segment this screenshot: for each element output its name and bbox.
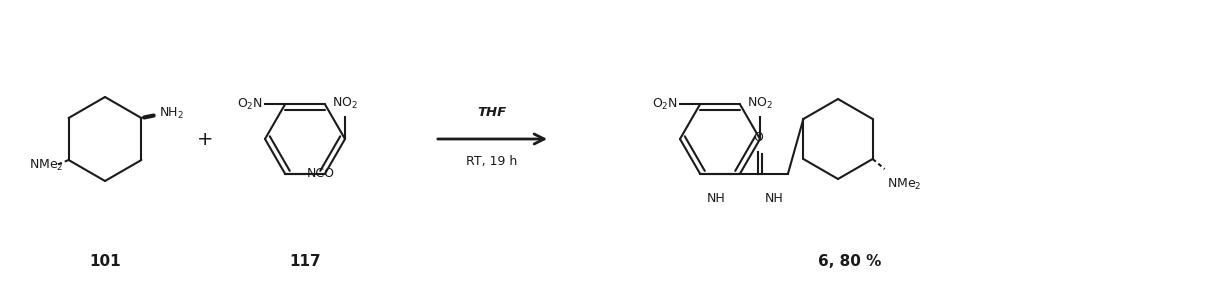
Text: NH: NH bbox=[764, 192, 784, 205]
Text: NO$_2$: NO$_2$ bbox=[747, 96, 773, 111]
Text: NMe$_2$: NMe$_2$ bbox=[887, 177, 921, 192]
Text: 6, 80 %: 6, 80 % bbox=[818, 254, 882, 270]
Text: O$_2$N: O$_2$N bbox=[237, 97, 263, 112]
Text: O: O bbox=[753, 131, 763, 144]
Text: O$_2$N: O$_2$N bbox=[652, 97, 678, 112]
Text: RT, 19 h: RT, 19 h bbox=[466, 156, 517, 168]
Text: NMe$_2$: NMe$_2$ bbox=[29, 157, 64, 173]
Text: NO$_2$: NO$_2$ bbox=[331, 96, 358, 111]
Text: 117: 117 bbox=[289, 254, 320, 270]
Text: THF: THF bbox=[477, 105, 506, 118]
Text: NCO: NCO bbox=[307, 167, 335, 180]
Text: +: + bbox=[197, 130, 213, 149]
Text: 101: 101 bbox=[89, 254, 121, 270]
Text: NH: NH bbox=[707, 192, 725, 205]
Text: NH$_2$: NH$_2$ bbox=[159, 105, 185, 120]
